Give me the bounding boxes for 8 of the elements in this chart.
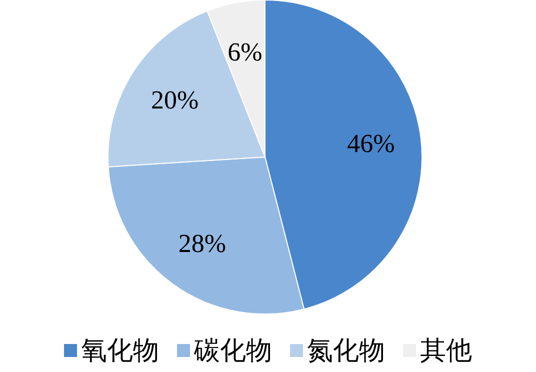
legend-label: 氮化物: [307, 335, 385, 367]
data-label: 28%: [178, 228, 226, 258]
legend-label: 其他: [420, 335, 472, 367]
data-label: 6%: [228, 38, 262, 67]
legend-label: 氧化物: [81, 335, 159, 367]
data-label: 20%: [151, 85, 199, 114]
data-label: 46%: [347, 129, 395, 158]
legend-label: 碳化物: [194, 335, 272, 367]
